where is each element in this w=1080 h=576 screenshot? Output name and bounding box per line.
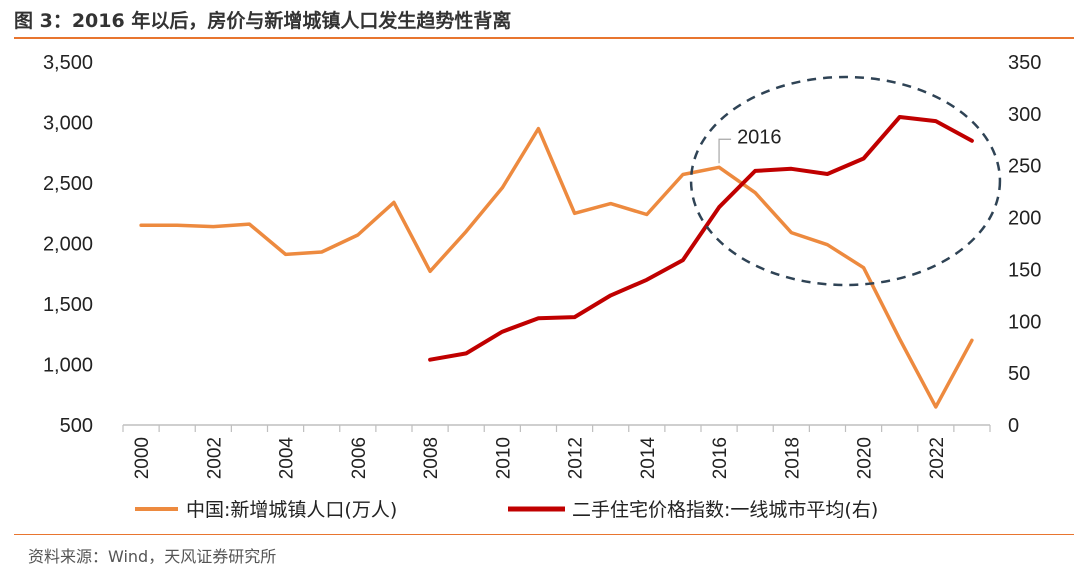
series-line-urban-population [139, 126, 974, 409]
annotation-leader [718, 138, 732, 164]
x-tick-label: 2010 [493, 437, 514, 479]
legend: 中国:新增城镇人口(万人) 二手住宅价格指数:一线城市平均(右) [135, 499, 878, 521]
x-tick-label: 2008 [421, 437, 442, 479]
x-tick-label: 2002 [204, 437, 225, 479]
legend-label: 中国:新增城镇人口(万人) [186, 499, 397, 521]
legend-label: 二手住宅价格指数:一线城市平均(右) [572, 499, 878, 521]
x-tick-label: 2004 [277, 437, 298, 480]
x-tick-label: 2014 [638, 437, 659, 480]
series-line-price-index [428, 115, 974, 362]
source-note: 资料来源：Wind，天风证券研究所 [28, 547, 277, 566]
y-right-tick-label: 200 [1008, 208, 1041, 230]
y-right-tick-label: 350 [1008, 52, 1041, 74]
y-left-tick-label: 1,500 [43, 294, 93, 316]
x-tick-label: 2022 [927, 437, 948, 479]
x-tick-label: 2012 [566, 437, 587, 479]
y-left-tick-label: 3,000 [43, 113, 93, 135]
y-left-tick-label: 2,500 [43, 173, 93, 195]
highlight-ellipse [689, 75, 1002, 287]
title-divider [14, 37, 1074, 39]
x-tick-label: 2016 [710, 437, 731, 479]
x-tick-label: 2020 [855, 437, 876, 479]
y-right-tick-label: 0 [1008, 415, 1019, 437]
series-layer [139, 115, 974, 409]
y-right-tick-label: 150 [1008, 259, 1041, 281]
x-ticks: 2000 2002 2004 2006 2008 2010 2012 2014 2016 2018… [122, 425, 991, 480]
x-tick-label: 2000 [132, 437, 153, 479]
y-left-tick-label: 2,000 [43, 234, 93, 256]
footer-divider [14, 534, 1074, 535]
y-right-ticks: 350 300 250 200 150 100 50 0 [1008, 52, 1041, 437]
y-left-tick-label: 500 [60, 415, 93, 437]
annotation-label-2016: 2016 [737, 126, 782, 148]
y-left-ticks: 3,500 3,000 2,500 2,000 1,500 1,000 500 [43, 52, 93, 437]
y-left-tick-label: 3,500 [43, 52, 93, 74]
y-right-tick-label: 50 [1008, 363, 1030, 385]
annotation-layer: 2016 [689, 75, 1002, 287]
page-title: 图 3：2016 年以后，房价与新增城镇人口发生趋势性背离 [14, 10, 512, 32]
x-tick-label: 2006 [349, 437, 370, 479]
y-right-tick-label: 300 [1008, 104, 1041, 126]
y-right-tick-label: 250 [1008, 156, 1041, 178]
y-left-tick-label: 1,000 [43, 355, 93, 377]
x-tick-label: 2018 [782, 437, 803, 479]
y-right-tick-label: 100 [1008, 311, 1041, 333]
